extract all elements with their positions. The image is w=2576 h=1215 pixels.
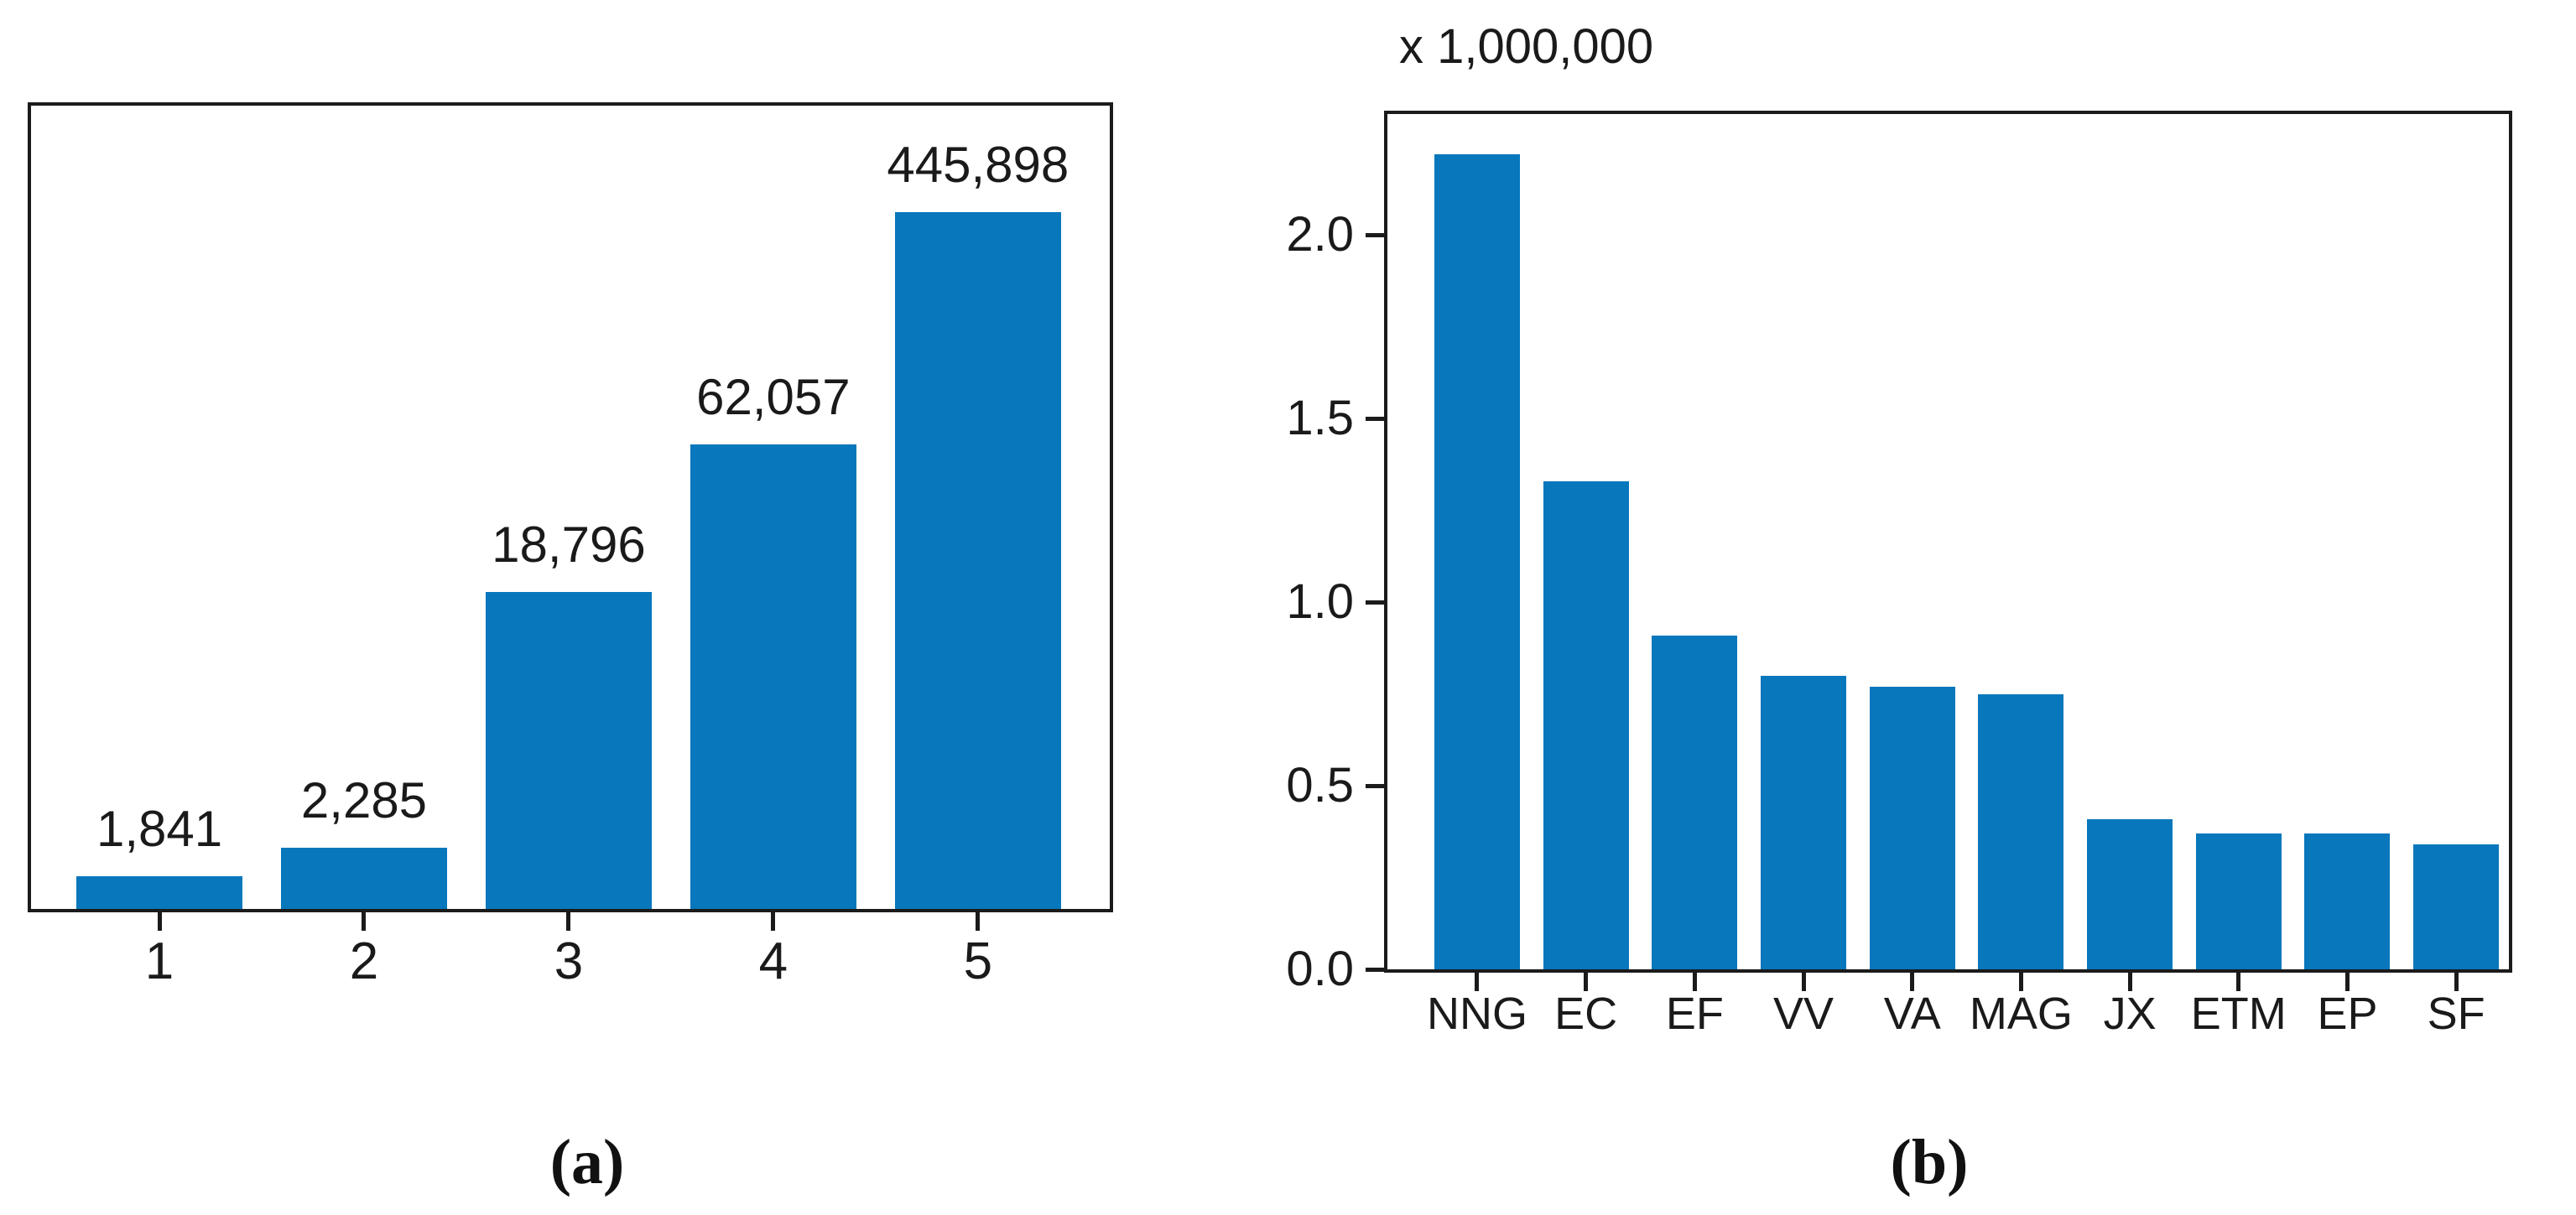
bar-a-4 (690, 444, 856, 909)
x-tick-label: 5 (963, 932, 993, 990)
x-tick-label: 3 (554, 932, 584, 990)
y-tick-label: 0.5 (1286, 758, 1354, 813)
bar-b-etm (2195, 833, 2282, 969)
x-tick-label: ETM (2190, 989, 2287, 1039)
x-axis-tick (1801, 969, 1806, 991)
bar-value-label: 445,898 (887, 137, 1069, 194)
x-axis-tick (1475, 969, 1480, 991)
x-axis-tick (2236, 969, 2241, 991)
bar-value-label: 18,796 (492, 516, 646, 573)
bar-b-ep (2304, 833, 2391, 969)
x-tick-label: VA (1883, 989, 1941, 1039)
x-tick-label: EP (2317, 989, 2378, 1039)
x-tick-label: JX (2103, 989, 2157, 1039)
x-tick-label: VV (1772, 989, 1834, 1039)
chart-b-plot: 0.0 0.5 1.0 1.5 2.0 NNG EC EF VV VA MAG JX ETM EP SF (1286, 111, 2512, 1036)
axis-scale-multiplier-label: x 1,000,000 (1399, 19, 1654, 74)
bar-b-jx (2087, 818, 2173, 969)
bar-b-vv (1761, 675, 1847, 969)
bar-value-label: 2,285 (300, 772, 428, 829)
x-tick-label: 4 (758, 932, 788, 990)
caption-b: (b) (1890, 1127, 1969, 1197)
bar-b-mag (1978, 693, 2064, 969)
bar-b-ef (1652, 635, 1738, 969)
x-tick-label: SF (2427, 989, 2485, 1039)
x-axis-tick (2018, 969, 2023, 991)
x-tick-label: 1 (144, 932, 174, 990)
y-axis-tick (1366, 600, 1387, 605)
y-tick-label: 1.5 (1286, 391, 1354, 446)
y-axis-tick (1366, 232, 1387, 237)
x-axis-tick (362, 909, 367, 931)
x-tick-label: 2 (349, 932, 379, 990)
x-axis-tick (2344, 969, 2350, 991)
x-axis-tick (157, 909, 162, 931)
x-axis-tick (771, 909, 776, 931)
y-axis-tick (1366, 416, 1387, 421)
bar-a-3 (485, 591, 652, 909)
x-tick-label: NNG (1426, 989, 1527, 1039)
bar-b-va (1869, 686, 1955, 969)
x-axis-tick (1910, 969, 1915, 991)
x-tick-label: MAG (1969, 989, 2073, 1039)
bar-a-2 (280, 848, 447, 909)
bar-b-ec (1543, 480, 1629, 969)
x-axis-tick (2127, 969, 2132, 991)
x-axis-tick (2454, 969, 2459, 991)
bar-a-1 (76, 875, 243, 909)
y-tick-label: 2.0 (1286, 207, 1354, 262)
x-axis-tick (1584, 969, 1589, 991)
x-tick-label: EC (1554, 989, 1618, 1039)
x-axis-tick (566, 909, 571, 931)
bar-b-nng (1434, 154, 1520, 969)
chart-a-plot: 1,841 1 2,285 2 18,796 3 62,057 4 445,898 5 (28, 102, 1113, 988)
y-axis-tick (1366, 783, 1387, 788)
x-tick-label: EF (1665, 989, 1724, 1039)
bar-value-label: 62,057 (696, 369, 851, 426)
x-axis-tick (1692, 969, 1697, 991)
x-axis-tick (976, 909, 981, 931)
bar-a-5 (894, 212, 1061, 909)
y-tick-label: 1.0 (1286, 574, 1354, 630)
bar-b-sf (2413, 844, 2500, 969)
y-tick-label: 0.0 (1286, 942, 1354, 996)
caption-a: (a) (549, 1127, 625, 1197)
y-axis-tick (1366, 967, 1387, 972)
bar-value-label: 1,841 (96, 800, 223, 857)
